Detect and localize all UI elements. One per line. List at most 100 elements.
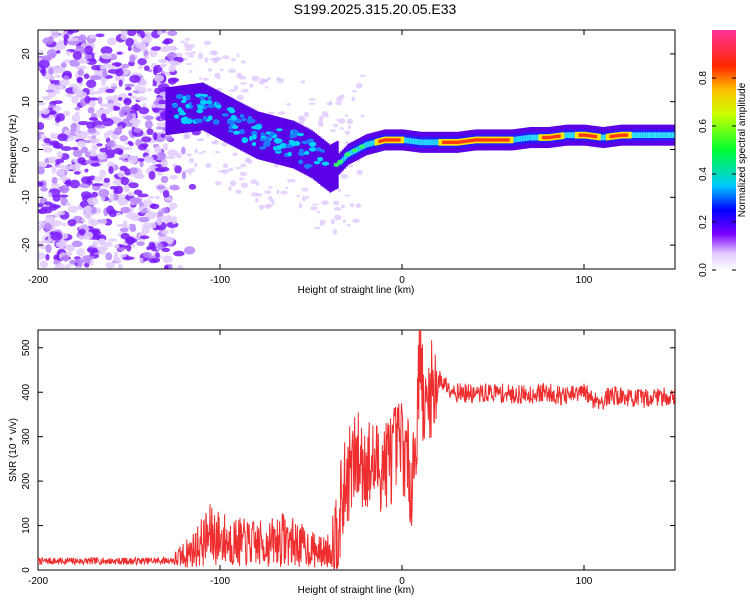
spectrogram-cell xyxy=(325,141,328,190)
spectrogram-x-tick-label: 0 xyxy=(399,275,405,286)
spectrogram-cell xyxy=(217,170,225,173)
spectrogram-cell xyxy=(76,140,87,148)
spectrogram-cell xyxy=(458,140,461,144)
spectrogram-cell xyxy=(348,164,354,168)
spectrogram-cell xyxy=(201,150,207,153)
spectrogram-cell xyxy=(298,116,307,123)
spectrogram-cell xyxy=(241,117,247,122)
spectrogram-cell xyxy=(240,182,249,189)
spectrogram-cell xyxy=(543,135,547,140)
spectrogram-cell xyxy=(69,179,80,189)
spectrogram-cell xyxy=(165,135,173,141)
spectrogram-cell xyxy=(305,195,310,199)
spectrogram-cell xyxy=(321,161,330,166)
spectrogram-cell xyxy=(239,129,245,135)
spectrogram-cell xyxy=(270,199,275,205)
spectrogram-cell xyxy=(83,205,92,213)
spectrogram-cell xyxy=(129,167,138,174)
spectrogram-cell xyxy=(117,96,123,101)
spectrogram-cell xyxy=(74,266,81,269)
spectrogram-cell xyxy=(567,132,570,139)
spectrogram-cell xyxy=(367,141,370,148)
spectrogram-cell xyxy=(183,132,191,137)
spectrogram-cell xyxy=(124,86,132,91)
spectrogram-cell xyxy=(476,138,479,142)
spectrogram-cell xyxy=(502,138,505,142)
spectrogram-cell xyxy=(214,72,221,79)
spectrogram-cell xyxy=(180,40,185,44)
snr-y-tick-label: 0 xyxy=(21,567,32,573)
spectrogram-cell xyxy=(53,66,60,74)
spectrogram-cell xyxy=(187,54,195,58)
snr-series-line xyxy=(38,330,675,570)
spectrogram-cell xyxy=(80,191,92,199)
spectrogram-cell xyxy=(178,111,187,116)
spectrogram-cell xyxy=(117,170,125,178)
spectrogram-cell xyxy=(280,190,288,195)
spectrogram-cell xyxy=(109,193,115,202)
spectrogram-cell xyxy=(246,117,253,124)
spectrogram-cell xyxy=(665,132,669,139)
spectrogram-cell xyxy=(202,115,208,121)
spectrogram-cell xyxy=(409,138,412,144)
spectrogram-cell xyxy=(143,55,150,60)
spectrogram-cell xyxy=(238,101,241,150)
spectrogram-cell xyxy=(119,135,128,142)
spectrogram-cell xyxy=(454,140,457,145)
spectrogram-cell xyxy=(210,87,214,136)
spectrogram-cell xyxy=(119,109,125,118)
spectrogram-cell xyxy=(162,255,173,264)
spectrogram-cell xyxy=(340,173,349,179)
spectrogram-cell xyxy=(554,134,558,139)
spectrogram-cell xyxy=(55,113,65,122)
spectrogram-cell xyxy=(440,138,443,146)
spectrogram-cell xyxy=(591,134,594,138)
spectrogram-cell xyxy=(103,177,111,183)
spectrogram-cell xyxy=(574,131,578,139)
spectrogram-cell xyxy=(429,139,432,146)
spectrogram-cell xyxy=(74,258,86,264)
colorbar-ticks: 0.0 0.2 0.4 0.6 0.8 xyxy=(698,71,736,277)
spectrogram-cell xyxy=(339,94,345,99)
spectrogram-cell xyxy=(221,169,229,175)
spectrogram-cell xyxy=(174,86,177,134)
spectrogram-cell xyxy=(478,138,481,142)
spectrogram-cell xyxy=(411,138,414,145)
spectrogram-cell xyxy=(115,257,121,263)
spectrogram-cell xyxy=(137,86,147,94)
spectrogram-cell xyxy=(84,151,92,158)
spectrogram-cell xyxy=(92,240,99,247)
spectrogram-cell xyxy=(229,121,235,126)
spectrogram-cell xyxy=(214,104,222,109)
spectrogram-cell xyxy=(235,166,242,170)
spectrogram-cell xyxy=(351,149,354,156)
spectrogram-cell xyxy=(185,94,191,101)
spectrogram-cell xyxy=(119,227,129,233)
spectrogram-cell xyxy=(117,263,123,269)
spectrogram-cell xyxy=(214,181,222,186)
spectrogram-cell xyxy=(234,99,237,148)
spectrogram-cell xyxy=(41,143,48,147)
spectrogram-cell xyxy=(491,138,494,142)
spectrogram-cell xyxy=(126,191,137,197)
spectrogram-cell xyxy=(487,138,490,142)
spectrogram-cell xyxy=(176,52,183,58)
spectrogram-cell xyxy=(86,58,97,65)
spectrogram-cell xyxy=(212,119,220,125)
spectrogram-cell xyxy=(319,149,326,153)
spectrogram-cell xyxy=(609,134,612,139)
spectrogram-cell xyxy=(229,89,236,93)
spectrogram-cell xyxy=(272,115,275,164)
spectrogram-cell xyxy=(249,107,252,156)
spectrogram-cell xyxy=(418,139,421,145)
spectrogram-cell xyxy=(154,145,162,155)
spectrogram-cell xyxy=(258,204,265,210)
spectrogram-cell xyxy=(576,131,579,139)
spectrogram-cell xyxy=(133,127,142,133)
spectrogram-cell xyxy=(598,133,601,141)
spectrogram-cell xyxy=(460,140,463,144)
colorbar-tick-label: 0.6 xyxy=(698,119,709,133)
spectrogram-cell xyxy=(221,93,225,141)
spectrogram-cell xyxy=(174,165,182,174)
spectrogram-cell xyxy=(55,158,65,164)
